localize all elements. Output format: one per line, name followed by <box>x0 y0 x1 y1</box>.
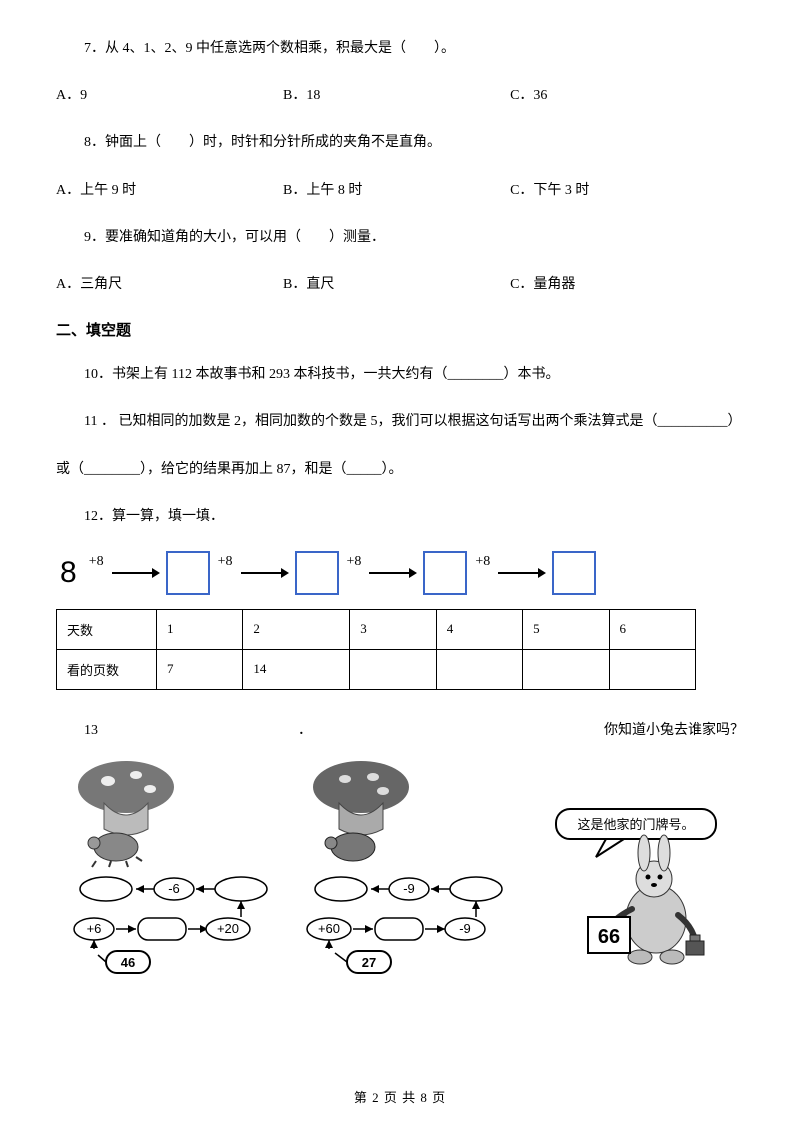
left-plus20: +20 <box>217 921 239 936</box>
q7-opt-a: A．9 <box>56 83 283 108</box>
mushroom-left-icon <box>78 761 174 867</box>
chain-box-3 <box>423 551 467 595</box>
q13-tail: 你知道小兔去谁家吗？ <box>604 718 744 743</box>
arrow-icon <box>498 566 546 580</box>
q13-row: 13 ． 你知道小兔去谁家吗？ <box>56 718 744 743</box>
left-minus6: -6 <box>168 881 180 896</box>
cell: 5 <box>523 609 609 649</box>
cell: 2 <box>243 609 350 649</box>
mid-base: 27 <box>362 955 376 970</box>
illustration-svg: -6 +6 +20 46 -9 +60 <box>56 749 736 1009</box>
left-base: 46 <box>121 955 135 970</box>
pages-table: 天数 1 2 3 4 5 6 看的页数 7 14 <box>56 609 696 690</box>
chain-box-2 <box>295 551 339 595</box>
mid-flow: -9 +60 -9 27 <box>307 877 502 973</box>
chain-op-4: +8 <box>475 554 490 570</box>
cell: 14 <box>243 649 350 689</box>
q8-opt-a: A．上午 9 时 <box>56 178 283 203</box>
cell: 3 <box>350 609 436 649</box>
mid-minus9b: -9 <box>459 921 471 936</box>
q7-opt-b: B．18 <box>283 83 510 108</box>
chain-diagram: 8 +8 +8 +8 +8 <box>56 551 744 595</box>
q7-opt-c: C．36 <box>510 83 737 108</box>
q9-opt-b: B．直尺 <box>283 272 510 297</box>
q10-text: 10．书架上有 112 本故事书和 293 本科技书，一共大约有（_______… <box>56 362 744 387</box>
bubble-text: 这是他家的门牌号。 <box>577 817 694 832</box>
mid-minus9a: -9 <box>403 881 415 896</box>
cell <box>609 649 695 689</box>
cell: 4 <box>436 609 522 649</box>
arrow-icon <box>369 566 417 580</box>
chain-op-1: +8 <box>89 554 104 570</box>
q9-text: 9．要准确知道角的大小，可以用（ ）测量． <box>56 225 744 250</box>
q8-opt-c: C．下午 3 时 <box>510 178 737 203</box>
table-row: 天数 1 2 3 4 5 6 <box>57 609 696 649</box>
q9-options: A．三角尺 B．直尺 C．量角器 <box>56 272 744 297</box>
rabbit-group: 这是他家的门牌号。 66 <box>556 809 716 964</box>
q7-text: 7．从 4、1、2、9 中任意选两个数相乘，积最大是（ ）。 <box>56 36 744 61</box>
left-plus6: +6 <box>87 921 102 936</box>
page-footer: 第 2 页 共 8 页 <box>0 1087 800 1106</box>
q8-options: A．上午 9 时 B．上午 8 时 C．下午 3 时 <box>56 178 744 203</box>
q8-text: 8．钟面上（ ）时，时针和分针所成的夹角不是直角。 <box>56 130 744 155</box>
cell: 6 <box>609 609 695 649</box>
arrow-icon <box>112 566 160 580</box>
q9-opt-a: A．三角尺 <box>56 272 283 297</box>
arrow-icon <box>241 566 289 580</box>
q13-illustration: -6 +6 +20 46 -9 +60 <box>56 749 736 1009</box>
cell <box>350 649 436 689</box>
cell-pages-hdr: 看的页数 <box>57 649 157 689</box>
cell <box>523 649 609 689</box>
chain-box-4 <box>552 551 596 595</box>
cell: 7 <box>157 649 243 689</box>
cell <box>436 649 522 689</box>
door-number: 66 <box>598 926 620 948</box>
q11-text-a: 11 ． 已知相同的加数是 2，相同加数的个数是 5，我们可以根据这句话写出两个… <box>56 409 744 434</box>
q13-num: 13 <box>84 718 98 743</box>
cell-days-hdr: 天数 <box>57 609 157 649</box>
q7-options: A．9 B．18 C．36 <box>56 83 744 108</box>
chain-op-2: +8 <box>218 554 233 570</box>
q8-opt-b: B．上午 8 时 <box>283 178 510 203</box>
table-row: 看的页数 7 14 <box>57 649 696 689</box>
q12-text: 12．算一算，填一填． <box>56 504 744 529</box>
left-flow: -6 +6 +20 46 <box>74 877 267 973</box>
cell: 1 <box>157 609 243 649</box>
chain-op-3: +8 <box>347 554 362 570</box>
mid-plus60: +60 <box>318 921 340 936</box>
q11-text-b: 或（________），给它的结果再加上 87，和是（_____）。 <box>56 457 744 482</box>
chain-box-1 <box>166 551 210 595</box>
q9-opt-c: C．量角器 <box>510 272 737 297</box>
chain-start: 8 <box>60 556 77 590</box>
q13-dot: ． <box>298 718 312 743</box>
mushroom-mid-icon <box>313 761 409 861</box>
section-fill-title: 二、填空题 <box>56 319 744 340</box>
